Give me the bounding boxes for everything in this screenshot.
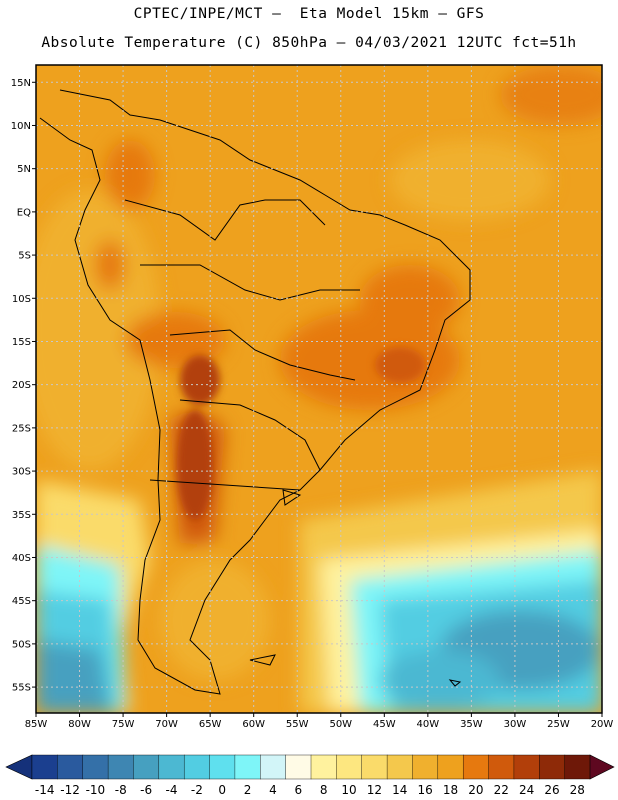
lon-label: 45W xyxy=(373,719,396,730)
colorbar-swatch xyxy=(336,754,363,780)
lon-label: 70W xyxy=(155,719,178,730)
colorbar-label: 16 xyxy=(417,783,432,797)
lat-label: 45S xyxy=(12,596,31,607)
colorbar-label: 22 xyxy=(494,783,509,797)
colorbar-label: -4 xyxy=(166,783,178,797)
lat-label: 30S xyxy=(12,467,31,478)
colorbar-label: 28 xyxy=(570,783,585,797)
axis-ticks xyxy=(32,81,603,717)
lat-label: 5S xyxy=(18,251,31,262)
lat-label: 25S xyxy=(12,423,31,434)
lat-label: EQ xyxy=(17,207,31,218)
map-title-line1: CPTEC/INPE/MCT – Eta Model 15km – GFS xyxy=(133,6,485,22)
colorbar-swatch xyxy=(209,754,236,780)
colorbar-swatch xyxy=(564,754,591,780)
lon-label: 85W xyxy=(25,719,48,730)
lon-label: 35W xyxy=(460,719,483,730)
colorbar-swatch xyxy=(513,754,540,780)
temperature-field xyxy=(36,65,602,713)
colorbar-swatch xyxy=(412,754,439,780)
lon-label: 75W xyxy=(112,719,135,730)
lat-label: 40S xyxy=(12,553,31,564)
colorbar-label: -12 xyxy=(60,783,80,797)
colorbar-label: 8 xyxy=(320,783,328,797)
colorbar-swatch xyxy=(107,754,134,780)
lat-label: 20S xyxy=(12,380,31,391)
colorbar-label: 10 xyxy=(341,783,356,797)
colorbar-swatch xyxy=(386,754,413,780)
colorbar-swatch xyxy=(57,754,84,780)
lat-label: 10S xyxy=(12,294,31,305)
colorbar-swatch xyxy=(462,754,490,780)
latitude-labels: 15N 10N 5N EQ 5S 10S 15S 20S 25S 30S 35S 40S 45S 50S 5… xyxy=(11,78,31,694)
colorbar-swatch xyxy=(260,754,287,780)
colorbar-over-arrow xyxy=(589,754,615,780)
colorbar-swatch xyxy=(488,754,515,780)
colorbar-under-arrow xyxy=(5,754,33,780)
colorbar-swatch xyxy=(158,754,185,780)
colorbar: -14 -12 -10 -8 -6 -4 -2 0 2 4 6 8 10 12 14 16 18 20 22 24 26… xyxy=(5,754,615,797)
map-frame xyxy=(35,64,603,714)
colorbar-label: 20 xyxy=(468,783,483,797)
lat-label: 10N xyxy=(11,121,31,132)
lon-label: 50W xyxy=(329,719,352,730)
colorbar-label: 2 xyxy=(244,783,252,797)
lat-label: 55S xyxy=(12,683,31,694)
colorbar-label: -14 xyxy=(35,783,55,797)
lat-label: 35S xyxy=(12,510,31,521)
colorbar-label: 24 xyxy=(519,783,534,797)
colorbar-swatch xyxy=(539,754,566,780)
coastlines xyxy=(39,89,471,695)
lon-label: 40W xyxy=(417,719,440,730)
colorbar-label: -10 xyxy=(86,783,106,797)
lat-label: 5N xyxy=(17,164,31,175)
colorbar-label: -6 xyxy=(140,783,152,797)
colorbar-label: -8 xyxy=(115,783,127,797)
map-title-line2: Absolute Temperature (C) 850hPa – 04/03/… xyxy=(41,35,577,51)
lon-label: 30W xyxy=(504,719,527,730)
colorbar-swatch xyxy=(133,754,160,780)
colorbar-label: 26 xyxy=(544,783,559,797)
lat-label: 15S xyxy=(12,337,31,348)
colorbar-swatch xyxy=(310,754,337,780)
lon-label: 80W xyxy=(68,719,91,730)
colorbar-label: 0 xyxy=(218,783,226,797)
colorbar-swatch xyxy=(183,754,211,780)
colorbar-label: 4 xyxy=(269,783,277,797)
lon-label: 20W xyxy=(591,719,614,730)
lon-label: 60W xyxy=(242,719,265,730)
colorbar-swatch xyxy=(285,754,312,780)
longitude-labels: 85W 80W 75W 70W 65W 60W 55W 50W 45W 40W 35W 30W 25W 2… xyxy=(25,719,614,730)
colorbar-label: 12 xyxy=(367,783,382,797)
colorbar-swatch xyxy=(361,754,388,780)
colorbar-label: -2 xyxy=(191,783,203,797)
colorbar-label: 6 xyxy=(294,783,302,797)
colorbar-label: 18 xyxy=(443,783,458,797)
colorbar-swatch xyxy=(82,754,109,780)
lon-label: 65W xyxy=(199,719,222,730)
colorbar-swatch xyxy=(31,754,58,780)
colorbar-swatch xyxy=(234,754,261,780)
lat-label: 50S xyxy=(12,639,31,650)
lon-label: 25W xyxy=(547,719,570,730)
lat-label: 15N xyxy=(11,78,31,89)
lon-label: 55W xyxy=(286,719,309,730)
colorbar-swatch xyxy=(437,754,464,780)
colorbar-label: 14 xyxy=(392,783,407,797)
